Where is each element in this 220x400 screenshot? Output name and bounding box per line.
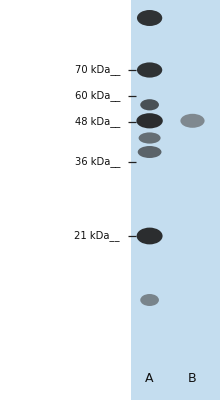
Text: 60 kDa__: 60 kDa__ bbox=[75, 90, 120, 102]
Ellipse shape bbox=[139, 132, 161, 144]
Text: 48 kDa__: 48 kDa__ bbox=[75, 116, 120, 128]
Ellipse shape bbox=[137, 10, 162, 26]
Ellipse shape bbox=[137, 62, 162, 78]
Ellipse shape bbox=[140, 294, 159, 306]
Text: 21 kDa__: 21 kDa__ bbox=[74, 230, 120, 242]
Ellipse shape bbox=[137, 228, 163, 244]
Ellipse shape bbox=[136, 113, 163, 128]
Ellipse shape bbox=[138, 146, 161, 158]
Text: A: A bbox=[145, 372, 154, 384]
FancyBboxPatch shape bbox=[131, 0, 220, 400]
Ellipse shape bbox=[140, 99, 159, 110]
Text: B: B bbox=[188, 372, 197, 384]
Ellipse shape bbox=[180, 114, 205, 128]
Text: 36 kDa__: 36 kDa__ bbox=[75, 156, 120, 168]
Text: 70 kDa__: 70 kDa__ bbox=[75, 64, 120, 76]
